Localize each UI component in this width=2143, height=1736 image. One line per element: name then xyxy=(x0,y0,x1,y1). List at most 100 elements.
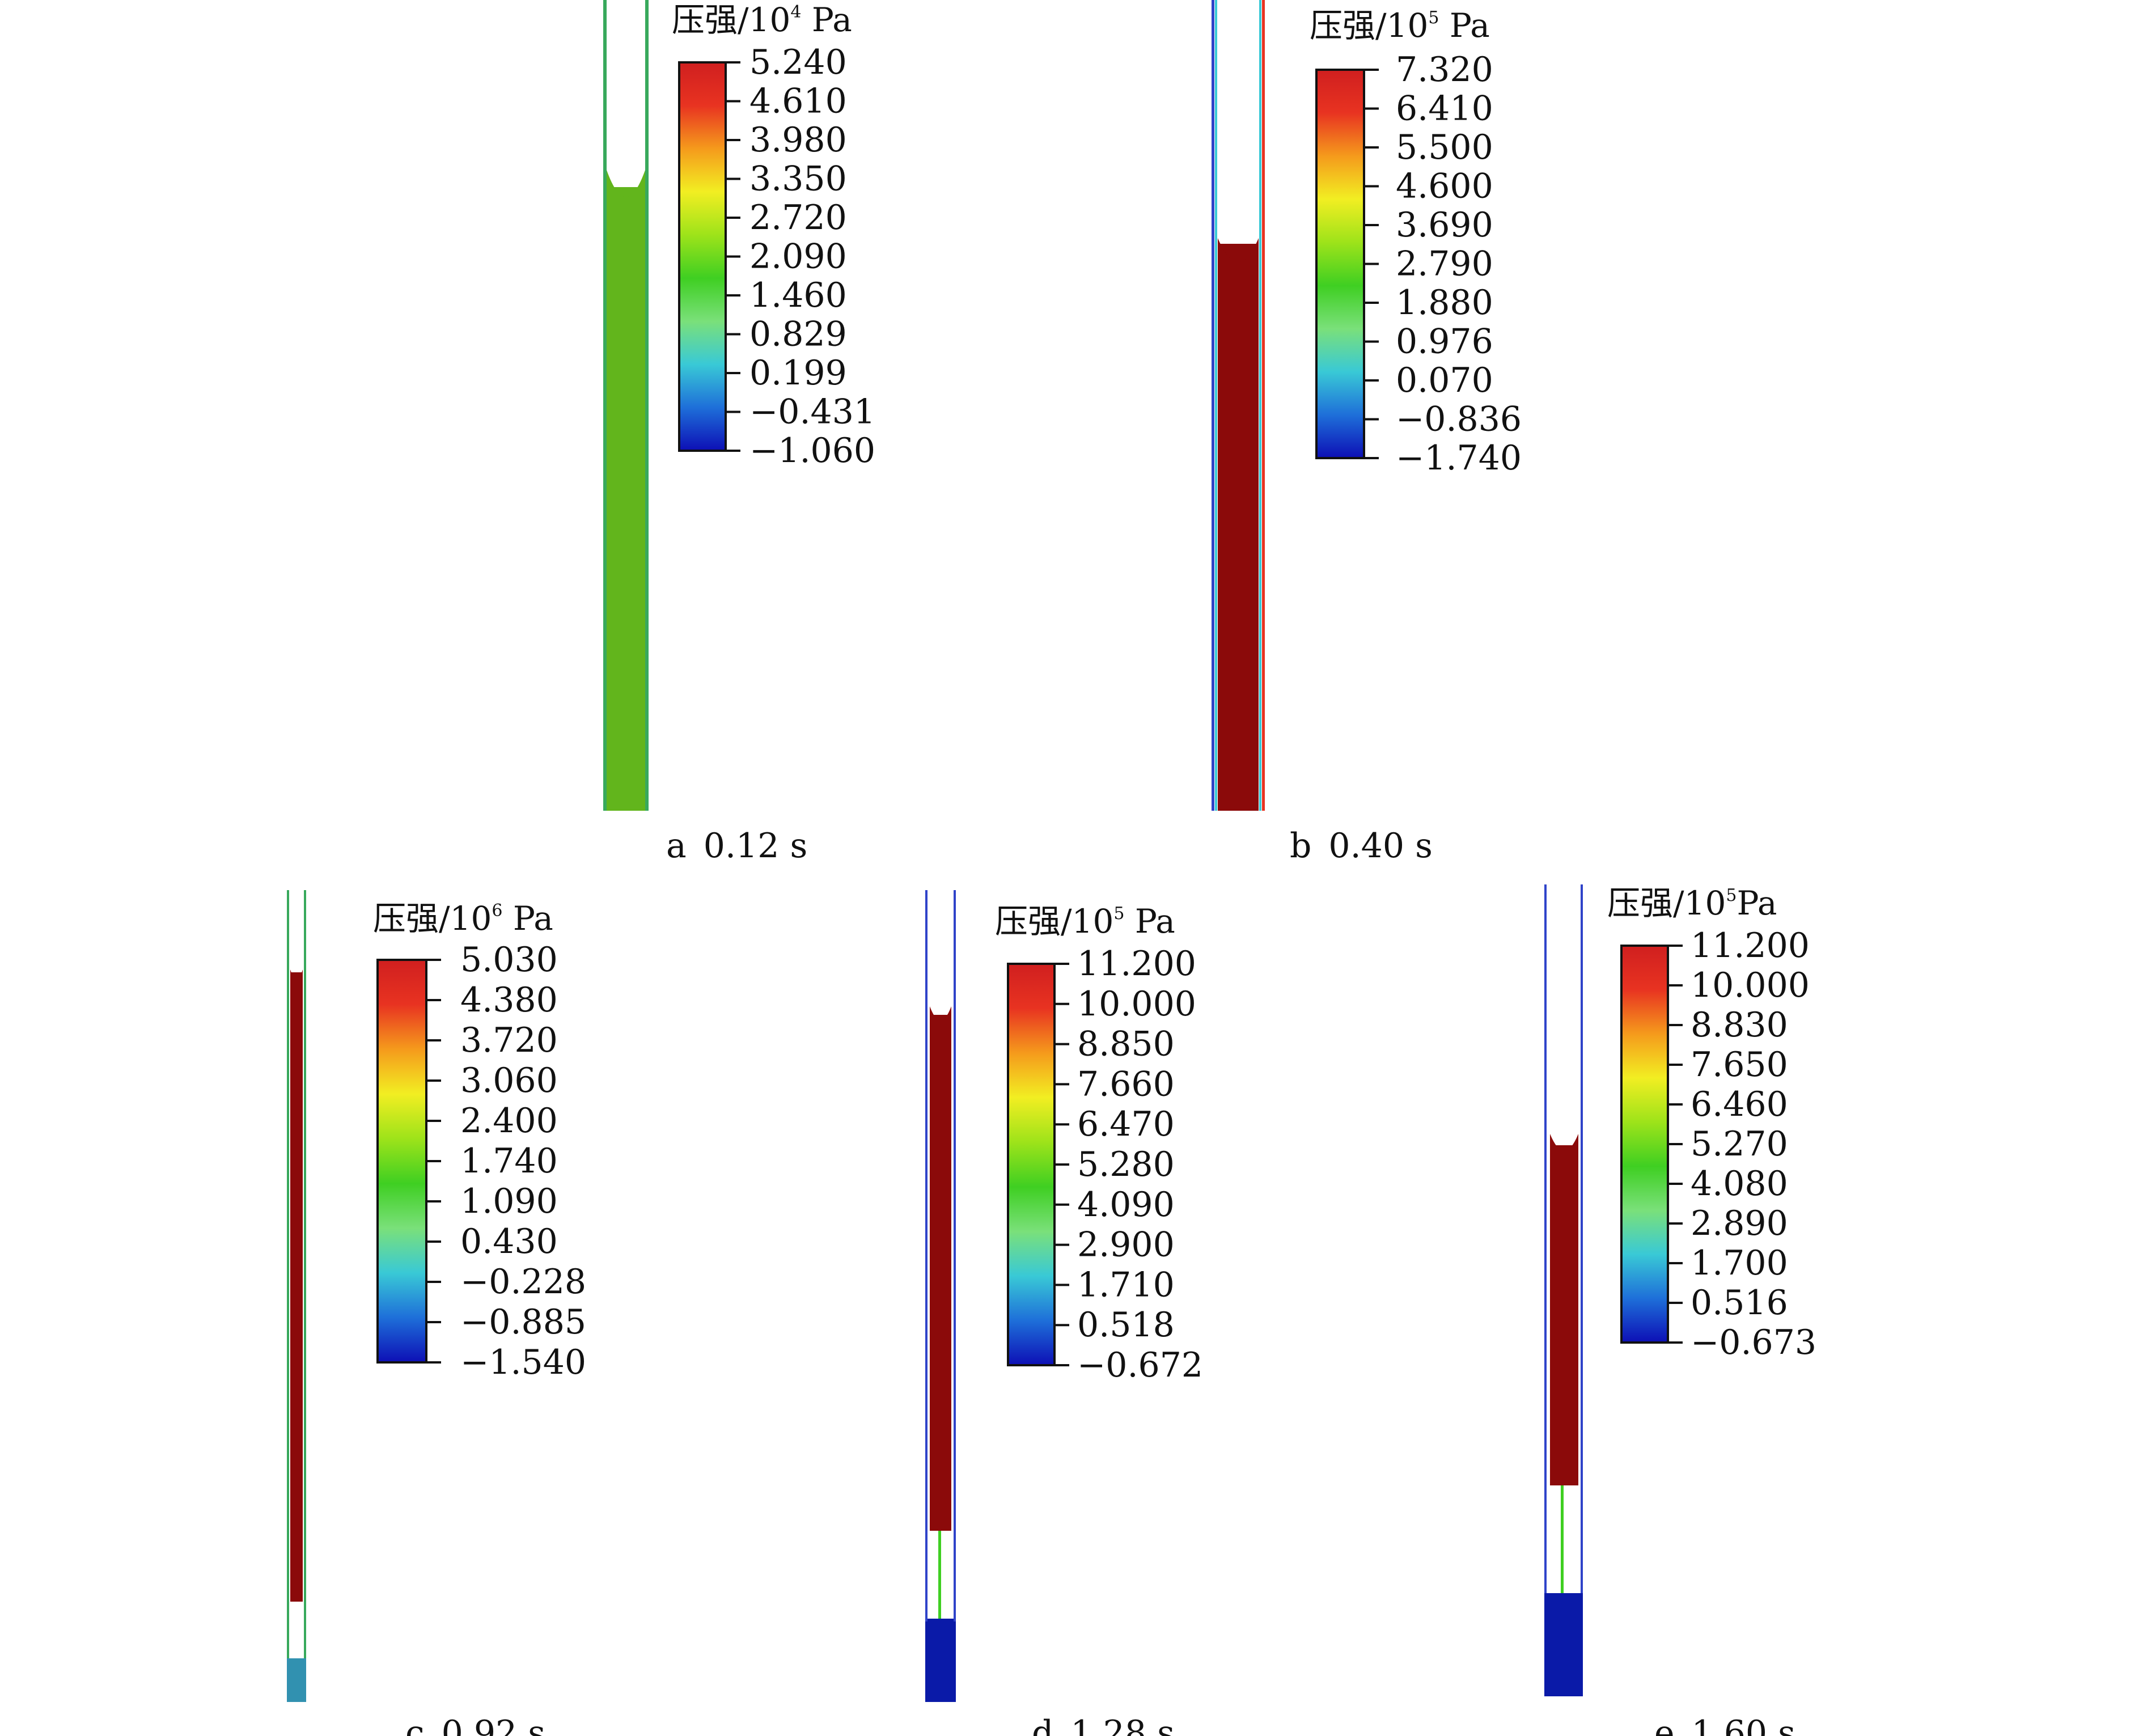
colorbar-tick-label: 2.720 xyxy=(749,198,847,238)
tube-a xyxy=(603,0,649,811)
colorbar-tick-label: 3.690 xyxy=(1396,205,1493,245)
legend-d-unit: 压强/105 Pa xyxy=(995,902,1175,941)
colorbar-tick-label: −1.740 xyxy=(1396,438,1522,478)
colorbar-tick-label: 3.060 xyxy=(460,1061,558,1100)
tube-b-wall-left xyxy=(1212,0,1214,811)
tube-d xyxy=(925,890,956,1702)
tube-a-meniscus xyxy=(607,170,645,197)
colorbar-tick-label: 5.240 xyxy=(749,43,847,82)
colorbar-tick-label: 2.400 xyxy=(460,1101,558,1141)
legend-c-colorbar xyxy=(376,959,427,1364)
colorbar-tick-label: 8.850 xyxy=(1077,1024,1175,1064)
tube-d-wall-left xyxy=(925,890,927,1621)
legend-b: 压强/105 Pa 7.3206.4105.5004.6003.6902.790… xyxy=(1310,6,1522,478)
tube-d-meniscus xyxy=(930,1006,951,1021)
legend-d-colorbar xyxy=(1007,963,1056,1366)
colorbar-tick-label: 1.700 xyxy=(1691,1243,1788,1283)
colorbar-tick-label: 10.000 xyxy=(1077,984,1196,1024)
colorbar-tick-label: 2.900 xyxy=(1077,1225,1175,1265)
panel-d: 压强/105 Pa 11.20010.0008.8507.6606.4705.2… xyxy=(925,890,1203,1736)
legend-e-colorbar xyxy=(1620,945,1669,1344)
legend-e: 压强/105Pa 11.20010.0008.8307.6506.4605.27… xyxy=(1607,884,1816,1362)
legend-b-unit: 压强/105 Pa xyxy=(1310,6,1490,45)
colorbar-tick-label: 5.030 xyxy=(460,940,558,980)
tube-e-bottom-fluid xyxy=(1544,1593,1583,1696)
tube-a-wall-right xyxy=(645,0,649,811)
tube-b-wall-right-outer xyxy=(1262,0,1265,811)
colorbar-tick-label: −0.431 xyxy=(749,392,875,432)
colorbar-tick-label: 2.890 xyxy=(1691,1204,1788,1243)
colorbar-tick-label: 7.660 xyxy=(1077,1064,1175,1104)
colorbar-tick-label: −0.836 xyxy=(1396,400,1522,439)
caption-a: a 0.12 s xyxy=(666,826,807,866)
colorbar-tick-label: 0.976 xyxy=(1396,322,1493,362)
colorbar-tick-label: −0.885 xyxy=(460,1302,586,1342)
legend-e-unit: 压强/105Pa xyxy=(1607,884,1777,922)
legend-a: 压强/104 Pa 5.2404.6103.9803.3502.7202.090… xyxy=(672,1,875,471)
tube-b xyxy=(1212,0,1265,811)
colorbar-tick-label: 1.880 xyxy=(1396,283,1493,323)
colorbar-tick-label: 6.410 xyxy=(1396,89,1493,129)
colorbar-tick-label: 0.829 xyxy=(749,315,847,354)
tube-c-meniscus xyxy=(290,969,303,981)
colorbar-tick-label: 0.430 xyxy=(460,1222,558,1261)
tube-d-bottom-fluid xyxy=(925,1619,956,1702)
colorbar-tick-label: 7.650 xyxy=(1691,1045,1788,1085)
tube-e-liquid xyxy=(1550,1145,1578,1485)
legend-a-colorbar xyxy=(678,61,727,452)
colorbar-tick-label: 11.200 xyxy=(1077,944,1196,984)
colorbar-tick-label: 0.518 xyxy=(1077,1305,1175,1345)
colorbar-tick-label: 4.610 xyxy=(749,82,847,121)
tube-c-wall-right xyxy=(304,890,306,1658)
panel-c: 压强/106 Pa 5.0304.3803.7203.0602.4001.740… xyxy=(287,890,586,1736)
colorbar-tick-label: 3.980 xyxy=(749,120,847,160)
colorbar-tick-label: 4.600 xyxy=(1396,167,1493,206)
colorbar-tick-label: 3.720 xyxy=(460,1021,558,1060)
panel-e: 压强/105Pa 11.20010.0008.8307.6506.4605.27… xyxy=(1544,884,1816,1736)
tube-d-green-line xyxy=(938,1531,941,1619)
colorbar-tick-label: 1.740 xyxy=(460,1141,558,1181)
colorbar-tick-label: −1.060 xyxy=(749,431,875,471)
colorbar-tick-label: 7.320 xyxy=(1396,50,1493,90)
colorbar-tick-label: 1.460 xyxy=(749,276,847,315)
colorbar-tick-label: 3.350 xyxy=(749,159,847,199)
tube-c-lower-segment xyxy=(290,1602,303,1658)
colorbar-tick-label: 0.199 xyxy=(749,353,847,393)
colorbar-tick-label: 1.710 xyxy=(1077,1265,1175,1305)
colorbar-tick-label: −0.673 xyxy=(1691,1323,1816,1362)
colorbar-tick-label: 5.500 xyxy=(1396,128,1493,167)
tube-c-wall-left xyxy=(287,890,289,1658)
legend-d: 压强/105 Pa 11.20010.0008.8507.6606.4705.2… xyxy=(995,902,1203,1385)
legend-a-unit: 压强/104 Pa xyxy=(672,1,852,39)
legend-c-unit: 压强/106 Pa xyxy=(373,899,553,938)
tube-e xyxy=(1544,884,1583,1696)
caption-d: d 1.28 s xyxy=(1032,1713,1175,1736)
colorbar-tick-label: 4.080 xyxy=(1691,1164,1788,1204)
tube-e-wall-right xyxy=(1581,884,1583,1593)
colorbar-tick-label: 5.280 xyxy=(1077,1145,1175,1184)
colorbar-tick-label: 2.790 xyxy=(1396,244,1493,284)
tube-d-liquid xyxy=(930,1015,951,1531)
colorbar-tick-label: 6.470 xyxy=(1077,1104,1175,1144)
colorbar-tick-label: 10.000 xyxy=(1691,966,1810,1005)
tube-a-wall-left xyxy=(603,0,607,811)
tube-b-meniscus xyxy=(1218,238,1259,262)
tube-b-liquid xyxy=(1218,244,1259,811)
colorbar-tick-label: 11.200 xyxy=(1691,926,1810,966)
tube-a-liquid xyxy=(607,187,645,811)
colorbar-tick-label: −0.228 xyxy=(460,1262,586,1302)
colorbar-tick-label: 1.090 xyxy=(460,1182,558,1221)
colorbar-tick-label: 6.460 xyxy=(1691,1085,1788,1124)
colorbar-tick-label: −0.672 xyxy=(1077,1345,1203,1385)
colorbar-tick-label: 5.270 xyxy=(1691,1124,1788,1164)
tube-c-bottom-fluid xyxy=(287,1658,306,1702)
colorbar-tick-label: 4.380 xyxy=(460,980,558,1020)
colorbar-tick-label: 4.090 xyxy=(1077,1185,1175,1225)
panel-a: 压强/104 Pa 5.2404.6103.9803.3502.7202.090… xyxy=(603,0,875,866)
tube-c-liquid xyxy=(290,972,303,1602)
tube-e-green-line xyxy=(1561,1485,1564,1593)
tube-b-wall-right xyxy=(1259,0,1261,811)
colorbar-tick-label: 2.090 xyxy=(749,237,847,277)
colorbar-tick-label: −1.540 xyxy=(460,1343,586,1382)
